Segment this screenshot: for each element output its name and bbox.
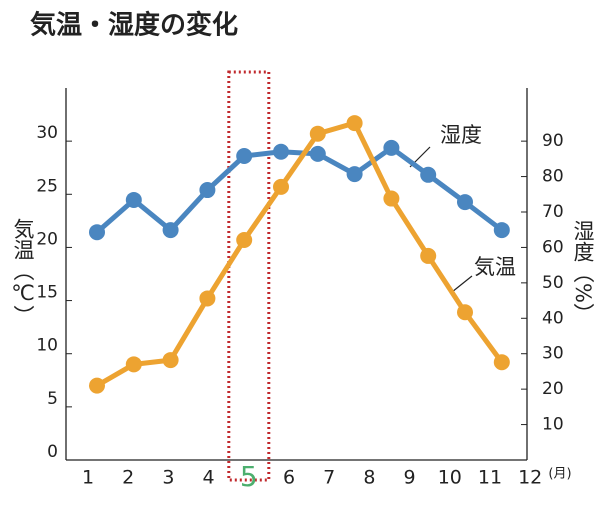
data-point [383, 139, 400, 156]
highlight-box [227, 70, 271, 482]
y2-tick-label: 70 [542, 202, 564, 222]
data-point [162, 222, 179, 239]
data-point [309, 145, 326, 162]
data-point [493, 222, 510, 239]
y2-axis-label: 湿度（%） [571, 220, 595, 324]
data-point [273, 178, 289, 195]
y2-tick-label: 20 [542, 379, 564, 399]
data-point [125, 191, 142, 208]
x-tick-label: 5 [240, 460, 258, 493]
data-point [89, 377, 105, 394]
data-point [273, 143, 289, 160]
data-point [89, 224, 105, 241]
series-label: 気温 [474, 255, 516, 279]
y-tick-label: 20 [36, 229, 58, 249]
y-tick-label: 15 [36, 283, 58, 303]
data-point [383, 190, 400, 207]
y-axis-label: 気温（℃） [11, 218, 35, 326]
y2-tick-label: 90 [542, 131, 564, 151]
data-point [420, 166, 437, 183]
x-tick-label: 4 [203, 467, 215, 489]
y-tick-label: 30 [36, 123, 58, 143]
y2-tick-label: 80 [542, 167, 564, 187]
data-point [199, 290, 216, 307]
chart-title: 気温・湿度の変化 [30, 10, 238, 41]
x-tick-label: 12 [518, 467, 542, 489]
y2-tick-label: 10 [542, 415, 564, 435]
y-tick-label: 25 [36, 176, 58, 196]
data-point [420, 247, 437, 264]
x-tick-label: 7 [323, 467, 335, 489]
x-tick-label: 10 [438, 467, 462, 489]
data-point [236, 148, 253, 165]
data-point [236, 231, 253, 248]
data-point [346, 115, 363, 132]
y2-tick-label: 50 [542, 273, 564, 293]
data-point [162, 352, 179, 369]
x-tick-label: 9 [404, 467, 416, 489]
data-point [346, 166, 363, 183]
x-tick-label: 3 [162, 467, 174, 489]
series-line [95, 120, 504, 388]
data-point [457, 304, 473, 321]
x-tick-label: 11 [478, 467, 502, 489]
y-tick-label: 0 [47, 442, 58, 462]
x-tick-label: 2 [122, 467, 134, 489]
data-point [457, 194, 473, 211]
x-tick-label: 1 [82, 467, 94, 489]
data-point [199, 182, 216, 199]
y2-tick-label: 40 [542, 308, 564, 328]
x-axis-unit: (月) [548, 467, 571, 482]
y-tick-label: 10 [36, 336, 58, 356]
series-label: 湿度 [440, 123, 482, 147]
data-point [493, 354, 510, 371]
data-point [309, 125, 326, 142]
x-tick-label: 8 [363, 467, 375, 489]
x-tick-label: 6 [283, 467, 295, 489]
y2-tick-label: 30 [542, 344, 564, 364]
y2-tick-label: 60 [542, 237, 564, 257]
leader-line [451, 275, 473, 293]
data-point [125, 356, 142, 373]
y-tick-label: 5 [47, 389, 58, 409]
